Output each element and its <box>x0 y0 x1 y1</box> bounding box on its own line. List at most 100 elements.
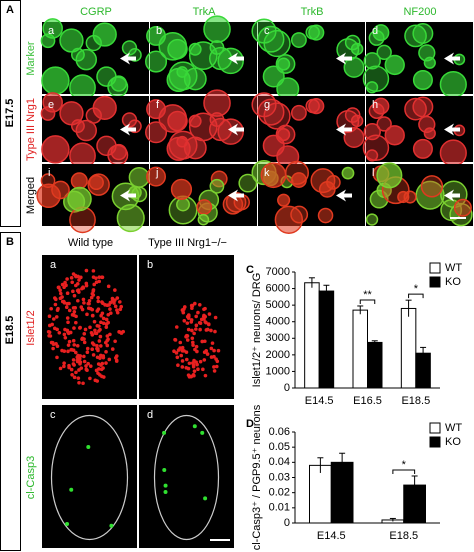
nucleus <box>185 338 190 342</box>
cell <box>196 199 213 215</box>
nucleus <box>65 291 70 295</box>
nucleus <box>97 275 102 279</box>
nucleus <box>54 315 59 319</box>
nucleus <box>71 358 76 362</box>
cell <box>75 48 97 71</box>
nucleus <box>96 295 100 300</box>
nucleus <box>82 340 87 345</box>
nucleus <box>119 331 124 335</box>
nucleus <box>72 326 76 330</box>
nucleus <box>97 339 102 343</box>
legend-swatch <box>429 262 441 274</box>
legend-swatch <box>429 422 441 434</box>
micrograph <box>42 405 137 548</box>
nucleus <box>181 310 186 315</box>
nucleus <box>62 364 66 369</box>
nucleus <box>64 283 68 288</box>
nucleus <box>90 313 95 318</box>
cell <box>420 175 444 198</box>
nucleus <box>66 343 71 347</box>
nucleus <box>173 338 178 342</box>
nucleus <box>79 366 84 370</box>
nucleus <box>186 327 191 332</box>
nucleus <box>77 278 81 282</box>
nucleus <box>58 288 62 293</box>
cell <box>365 213 379 226</box>
nucleus <box>195 362 199 367</box>
cell <box>384 125 405 146</box>
arrow <box>120 52 136 65</box>
apoptotic-cell <box>65 522 70 527</box>
cell <box>362 65 390 93</box>
nucleus <box>98 334 103 339</box>
micrograph <box>139 405 234 548</box>
nucleus <box>74 320 78 325</box>
nucleus <box>186 316 191 320</box>
nucleus <box>101 321 106 326</box>
nucleus <box>115 310 120 315</box>
nucleus <box>92 319 97 324</box>
nucleus <box>88 325 92 330</box>
nucleus <box>53 326 57 331</box>
nucleus <box>72 375 77 380</box>
cell <box>145 50 168 73</box>
nucleus <box>99 320 103 325</box>
nucleus <box>214 364 219 369</box>
sublabel: c <box>264 25 270 37</box>
cell <box>176 135 189 148</box>
cell <box>59 101 84 126</box>
nucleus <box>79 275 83 280</box>
nucleus <box>47 314 52 319</box>
legend-label: WT <box>445 422 462 434</box>
cell <box>87 173 110 196</box>
cell <box>176 197 190 212</box>
nucleus <box>204 328 209 332</box>
nucleus <box>113 304 118 309</box>
apoptotic-cell <box>109 523 114 528</box>
nucleus <box>57 285 61 290</box>
sublabel: c <box>50 409 56 421</box>
nucleus <box>176 363 180 368</box>
nucleus <box>82 301 86 305</box>
cell <box>209 178 225 194</box>
nucleus <box>212 369 217 373</box>
cell <box>440 199 463 221</box>
nucleus <box>69 348 73 352</box>
nucleus <box>58 291 63 296</box>
nucleus <box>49 340 54 345</box>
cell <box>384 54 405 76</box>
cell <box>308 98 325 115</box>
nucleus <box>71 272 76 276</box>
apoptotic-cell <box>192 424 197 429</box>
y-tick-label: 2000 <box>266 349 290 361</box>
nucleus <box>108 300 113 305</box>
apoptotic-cell <box>203 496 208 501</box>
cell <box>121 112 138 128</box>
nucleus <box>109 311 113 315</box>
cell <box>257 25 285 53</box>
y-tick-label: 0 <box>284 517 290 529</box>
cell <box>403 190 417 204</box>
significance-bracket <box>392 469 416 474</box>
y-tick-label: 3000 <box>266 332 290 344</box>
y-axis-label: cl-Casp3⁺ / PGP9.5⁺ neurons <box>251 404 263 550</box>
cell <box>42 18 63 39</box>
nucleus <box>93 328 97 333</box>
nucleus <box>77 380 81 385</box>
cell <box>145 121 168 144</box>
x-tick-label: E18.5 <box>389 530 418 542</box>
cell <box>188 42 202 56</box>
nucleus <box>47 323 52 328</box>
nucleus <box>84 364 88 368</box>
nucleus <box>108 307 112 311</box>
nucleus <box>84 367 89 372</box>
nucleus <box>63 280 67 285</box>
nucleus <box>85 350 90 355</box>
nucleus <box>180 359 185 363</box>
cell <box>274 205 304 234</box>
nucleus <box>53 302 58 307</box>
nucleus <box>81 285 85 289</box>
nucleus <box>193 347 197 352</box>
cell <box>317 207 334 224</box>
nucleus <box>213 315 218 320</box>
